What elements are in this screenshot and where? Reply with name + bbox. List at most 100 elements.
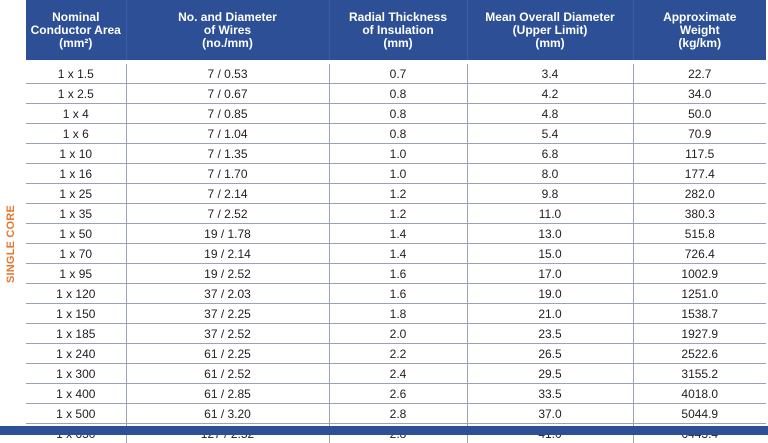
insulation-cell: 1.6 <box>329 264 467 284</box>
wires-cell: 7 / 1.04 <box>126 124 329 144</box>
conductor-area-cell: 1 x 6 <box>26 124 126 144</box>
conductor-area-cell: 1 x 300 <box>26 364 126 384</box>
weight-cell: 34.0 <box>633 84 766 104</box>
diameter-cell: 6.8 <box>467 144 633 164</box>
weight-cell: 177.4 <box>633 164 766 184</box>
header-line: (Upper Limit) <box>472 24 629 37</box>
weight-cell: 117.5 <box>633 144 766 164</box>
insulation-cell: 0.8 <box>329 84 467 104</box>
header-row: Nominal Conductor Area (mm²) No. and Dia… <box>26 0 766 60</box>
single-core-label-text: SINGLE CORE <box>5 205 17 283</box>
diameter-cell: 23.5 <box>467 324 633 344</box>
header-line: of Wires <box>131 24 325 37</box>
header-line: Nominal <box>30 11 122 24</box>
conductor-area-cell: 1 x 150 <box>26 304 126 324</box>
diameter-cell: 26.5 <box>467 344 633 364</box>
diameter-cell: 4.8 <box>467 104 633 124</box>
weight-cell: 1251.0 <box>633 284 766 304</box>
insulation-cell: 1.2 <box>329 184 467 204</box>
diameter-cell: 19.0 <box>467 284 633 304</box>
insulation-cell: 0.7 <box>329 64 467 84</box>
conductor-area-cell: 1 x 50 <box>26 224 126 244</box>
conductor-area-cell: 1 x 2.5 <box>26 84 126 104</box>
header-line: Approximate <box>638 11 763 24</box>
bottom-bar <box>0 426 768 435</box>
diameter-cell: 21.0 <box>467 304 633 324</box>
weight-cell: 1927.9 <box>633 324 766 344</box>
header-conductor-area: Nominal Conductor Area (mm²) <box>26 0 126 60</box>
diameter-cell: 8.0 <box>467 164 633 184</box>
wires-cell: 19 / 1.78 <box>126 224 329 244</box>
wires-cell: 7 / 0.53 <box>126 64 329 84</box>
weight-cell: 726.4 <box>633 244 766 264</box>
wires-cell: 37 / 2.52 <box>126 324 329 344</box>
weight-cell: 1538.7 <box>633 304 766 324</box>
header-line: Conductor Area <box>30 24 122 37</box>
conductor-area-cell: 1 x 120 <box>26 284 126 304</box>
weight-cell: 5044.9 <box>633 404 766 424</box>
weight-cell: 282.0 <box>633 184 766 204</box>
insulation-cell: 1.0 <box>329 164 467 184</box>
header-wires: No. and Diameter of Wires (no./mm) <box>126 0 329 60</box>
insulation-cell: 2.0 <box>329 324 467 344</box>
diameter-cell: 5.4 <box>467 124 633 144</box>
header-line: No. and Diameter <box>131 11 325 24</box>
wires-cell: 61 / 2.52 <box>126 364 329 384</box>
insulation-cell: 2.8 <box>329 404 467 424</box>
wires-cell: 37 / 2.03 <box>126 284 329 304</box>
cable-spec-table: Nominal Conductor Area (mm²) No. and Dia… <box>26 0 766 443</box>
weight-cell: 2522.6 <box>633 344 766 364</box>
single-core-label: SINGLE CORE <box>0 62 22 426</box>
wires-cell: 19 / 2.14 <box>126 244 329 264</box>
diameter-cell: 4.2 <box>467 84 633 104</box>
header-overall-diameter: Mean Overall Diameter (Upper Limit) (mm) <box>467 0 633 60</box>
conductor-area-cell: 1 x 16 <box>26 164 126 184</box>
wires-cell: 7 / 1.35 <box>126 144 329 164</box>
diameter-cell: 13.0 <box>467 224 633 244</box>
insulation-cell: 2.4 <box>329 364 467 384</box>
insulation-cell: 1.0 <box>329 144 467 164</box>
conductor-area-cell: 1 x 185 <box>26 324 126 344</box>
insulation-cell: 1.8 <box>329 304 467 324</box>
wires-cell: 7 / 0.67 <box>126 84 329 104</box>
insulation-cell: 0.8 <box>329 104 467 124</box>
wires-cell: 61 / 3.20 <box>126 404 329 424</box>
weight-cell: 515.8 <box>633 224 766 244</box>
weight-cell: 22.7 <box>633 64 766 84</box>
wires-cell: 7 / 1.70 <box>126 164 329 184</box>
insulation-cell: 2.6 <box>329 384 467 404</box>
conductor-area-cell: 1 x 70 <box>26 244 126 264</box>
wires-cell: 61 / 2.85 <box>126 384 329 404</box>
weight-cell: 1002.9 <box>633 264 766 284</box>
wires-cell: 61 / 2.25 <box>126 344 329 364</box>
weight-cell: 380.3 <box>633 204 766 224</box>
diameter-cell: 11.0 <box>467 204 633 224</box>
diameter-cell: 9.8 <box>467 184 633 204</box>
header-line: (kg/km) <box>638 37 763 50</box>
wires-cell: 19 / 2.52 <box>126 264 329 284</box>
header-weight: Approximate Weight (kg/km) <box>633 0 766 60</box>
header-line: (mm) <box>472 37 629 50</box>
insulation-cell: 1.6 <box>329 284 467 304</box>
wires-cell: 7 / 2.52 <box>126 204 329 224</box>
conductor-area-cell: 1 x 10 <box>26 144 126 164</box>
wires-cell: 37 / 2.25 <box>126 304 329 324</box>
diameter-cell: 3.4 <box>467 64 633 84</box>
insulation-cell: 0.8 <box>329 124 467 144</box>
diameter-cell: 29.5 <box>467 364 633 384</box>
weight-cell: 50.0 <box>633 104 766 124</box>
